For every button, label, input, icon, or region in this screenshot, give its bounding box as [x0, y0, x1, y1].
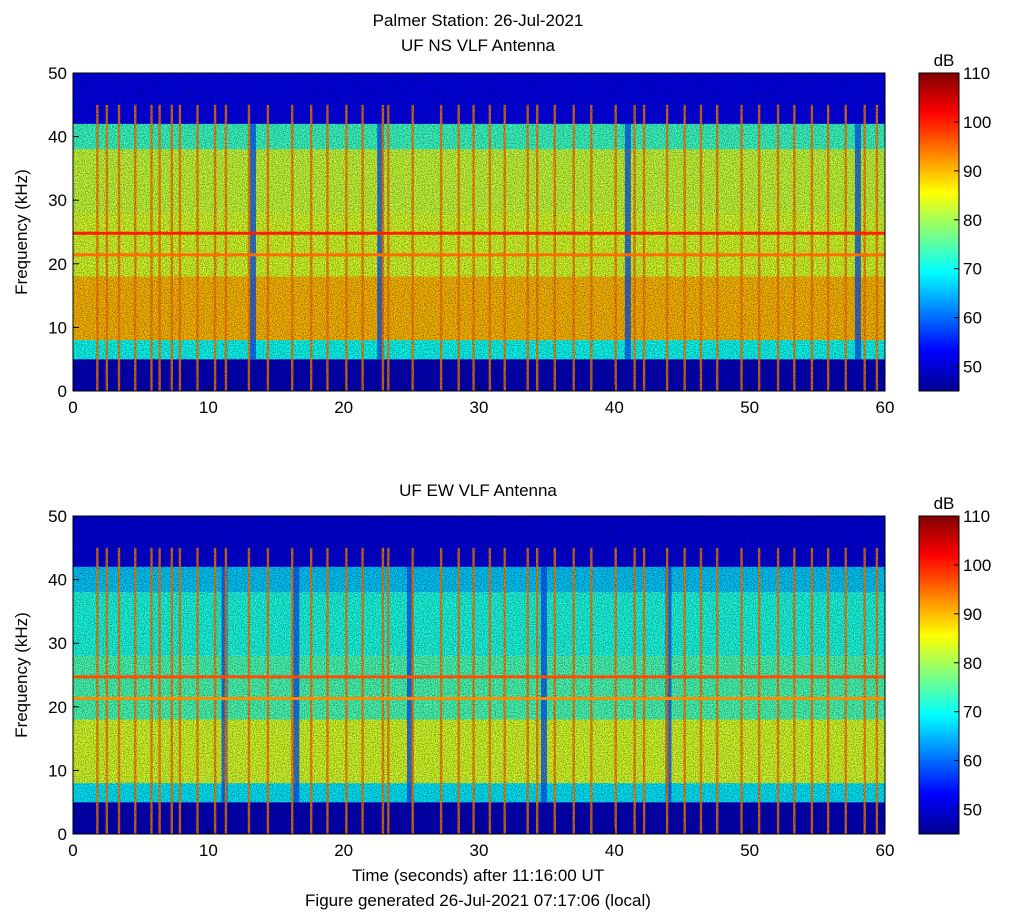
colorbar-ns	[918, 72, 960, 392]
x-tick-label: 30	[470, 841, 489, 860]
colorbar-ew-ticks: 50 60 70 80 90 100 110	[954, 507, 991, 820]
x-tick-label: 40	[605, 841, 624, 860]
colorbar-ew	[918, 515, 960, 835]
y-tick-label: 50	[48, 64, 67, 83]
x-tick-label: 50	[740, 841, 759, 860]
y-tick-label: 20	[48, 255, 67, 274]
transmitter-tone	[73, 253, 885, 257]
x-tick-label: 40	[605, 398, 624, 417]
colorbar-tick-label: 90	[963, 162, 982, 181]
panel-ns-xticks: 0 10 20 30 40 50 60	[68, 385, 894, 417]
colorbar-tick-label: 110	[963, 507, 990, 526]
colorbar-tick-label: 60	[963, 752, 982, 771]
x-tick-label: 10	[199, 841, 218, 860]
colorbar-tick-label: 80	[963, 654, 982, 673]
colorbar-ns-ticks: 50 60 70 80 90 100 110	[954, 64, 991, 377]
colorbar-tick-label: 70	[963, 703, 982, 722]
panel-ns-yticks: 0 10 20 30 40 50	[48, 64, 79, 401]
y-tick-label: 10	[48, 761, 67, 780]
transmitter-tone	[73, 231, 885, 235]
y-tick-label: 50	[48, 507, 67, 526]
colorbar-tick-label: 60	[963, 309, 982, 328]
colorbar-tick-label: 50	[963, 801, 982, 820]
x-tick-label: 0	[68, 841, 77, 860]
colorbar-tick-label: 90	[963, 605, 982, 624]
y-tick-label: 30	[48, 191, 67, 210]
colorbar-tick-label: 70	[963, 260, 982, 279]
y-tick-label: 10	[48, 318, 67, 337]
colorbar-tick-label: 80	[963, 211, 982, 230]
transmitter-tone	[73, 697, 885, 701]
y-tick-label: 40	[48, 128, 67, 147]
panel-ew: UF EW VLF Antenna Frequency (kHz) 0 10 20 3…	[12, 481, 991, 860]
colorbar-ns-label: dB	[934, 51, 955, 70]
x-tick-label: 10	[199, 398, 218, 417]
transmitter-tone	[73, 675, 885, 679]
x-axis-label: Time (seconds) after 11:16:00 UT	[352, 866, 604, 885]
colorbar-tick-label: 100	[963, 556, 991, 575]
colorbar-ew-label: dB	[934, 494, 955, 513]
panel-ns: UF NS VLF Antenna Frequency (kHz) 0 10 20 3…	[12, 36, 991, 417]
x-tick-label: 50	[740, 398, 759, 417]
x-tick-label: 20	[334, 841, 353, 860]
x-tick-label: 20	[334, 398, 353, 417]
figure-title: Palmer Station: 26-Jul-2021	[373, 11, 584, 30]
y-tick-label: 20	[48, 698, 67, 717]
panel-ns-plot	[73, 73, 885, 392]
panel-ew-title: UF EW VLF Antenna	[399, 481, 557, 500]
panel-ew-yticks: 0 10 20 30 40 50	[48, 507, 79, 844]
x-tick-label: 0	[68, 398, 77, 417]
y-tick-label: 0	[58, 825, 67, 844]
colorbar-tick-label: 100	[963, 113, 991, 132]
x-tick-label: 30	[470, 398, 489, 417]
panel-ew-ylabel: Frequency (kHz)	[12, 612, 31, 738]
colorbar-tick-label: 110	[963, 64, 990, 83]
y-tick-label: 0	[58, 382, 67, 401]
colorbar-tick-label: 50	[963, 358, 982, 377]
y-tick-label: 40	[48, 571, 67, 590]
panel-ns-ylabel: Frequency (kHz)	[12, 169, 31, 295]
panel-ew-xticks: 0 10 20 30 40 50 60	[68, 828, 894, 860]
y-tick-label: 30	[48, 634, 67, 653]
x-tick-label: 60	[876, 841, 895, 860]
panel-ew-plot	[73, 516, 885, 834]
noise-texture	[73, 516, 885, 834]
x-tick-label: 60	[876, 398, 895, 417]
panel-ns-title: UF NS VLF Antenna	[401, 36, 556, 55]
figure-footer: Figure generated 26-Jul-2021 07:17:06 (l…	[305, 891, 651, 910]
